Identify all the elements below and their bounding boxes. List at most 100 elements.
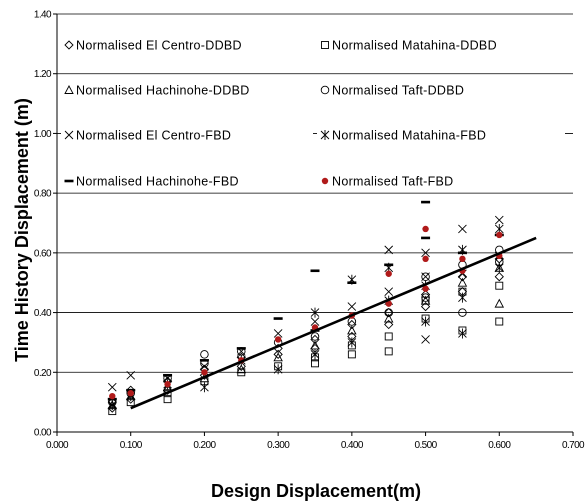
y-axis-title: Time History Displacement (m) [12,98,32,362]
point-s6-2 [163,373,173,377]
legend-marker-3 [320,85,330,95]
legend: Normalised El Centro-DDBD Normalised Mata… [61,36,565,190]
point-s5-8 [347,337,357,348]
point-s5-6 [310,349,320,360]
legend-label-6: Normalised Hachinohe-FBD [76,175,239,189]
point-s6-12 [457,251,467,255]
legend-marker-2 [64,85,74,94]
legend-item-4: Normalised El Centro-FBD [61,126,313,144]
legend-item-6: Normalised Hachinohe-FBD [61,172,313,190]
point-s4-0 [107,382,117,392]
legend-item-bg-7 [317,172,565,190]
legend-label-0: Normalised El Centro-DDBD [76,39,242,53]
x-tick-label-4: 0.400 [341,440,364,451]
legend-label-4: Normalised El Centro-FBD [76,129,231,143]
point-s3-9 [384,308,393,317]
x-tick-label-7: 0.700 [562,440,585,451]
point-s4-12 [421,248,430,258]
point-s7-12 [422,225,429,233]
point-s5-0 [107,400,117,411]
point-s1-9 [347,350,356,359]
legend-label-2: Normalised Hachinohe-DDBD [76,84,250,98]
point-s6-4 [236,347,246,350]
legend-item-7: Normalised Taft-FBD [317,172,565,190]
point-s0-13 [310,334,320,345]
point-s5-17 [494,262,504,273]
point-s4-5 [273,329,283,338]
legend-marker-5 [320,130,330,140]
point-s6-7 [310,269,320,273]
point-s5-5 [273,364,283,375]
point-s6-9 [384,263,394,267]
legend-item-bg-5 [317,126,565,144]
legend-item-3: Normalised Taft-DDBD [317,81,565,99]
legend-item-5: Normalised Matahina-FBD [317,126,565,144]
legend-item-bg-0 [61,36,313,54]
point-s3-7 [310,332,320,341]
point-s0-22 [494,272,504,282]
point-s2-9 [420,295,431,305]
point-s3-4 [200,350,209,359]
x-axis-title: Design Displacement(m) [211,481,421,501]
point-s2-4 [236,364,247,374]
trendline-line [130,236,537,410]
point-s0-21 [457,272,468,282]
point-s0-19 [420,290,431,300]
point-s1-2 [163,395,172,404]
point-s2-7 [347,325,357,335]
y-tick-label-7: 1.40 [34,10,52,21]
series-1 [108,281,504,416]
legend-item-1: Normalised Matahina-DDBD [317,36,565,54]
point-s2-5 [273,352,283,362]
point-s4-6 [310,317,320,326]
point-s7-3 [201,369,208,376]
point-s5-14 [458,328,467,339]
point-s2-8 [383,313,394,323]
legend-marker-0 [64,40,74,50]
trendline [130,236,537,410]
series-6 [107,200,504,401]
point-s4-8 [384,287,394,296]
legend-marker-6 [64,179,74,183]
y-tick-label-0: 0.00 [34,428,52,439]
legend-label-3: Normalised Taft-DDBD [332,84,464,98]
point-s2-11 [494,298,505,308]
point-s4-14 [458,224,467,234]
point-s7-8 [385,300,392,307]
point-s6-3 [199,359,209,362]
point-s3-10 [421,293,430,302]
point-s2-10 [457,277,468,287]
point-s4-9 [384,245,394,255]
legend-item-2: Normalised Hachinohe-DDBD [61,81,313,99]
legend-marker-7 [321,177,329,185]
x-tick-label-3: 0.300 [267,440,290,451]
point-s4-16 [494,215,504,225]
point-s5-7 [310,307,320,318]
y-tick-label-4: 0.80 [34,189,52,200]
y-tick-label-3: 0.60 [34,248,52,259]
legend-label-5: Normalised Matahina-FBD [332,129,486,143]
x-tick-label-1: 0.100 [120,440,143,451]
data-points [107,200,505,416]
point-s7-11 [422,255,429,263]
point-s6-11 [421,200,431,204]
point-s6-10 [421,236,431,240]
point-s0-16 [384,319,394,330]
point-s4-1 [126,370,136,380]
point-s7-16 [496,231,503,239]
point-s7-2 [164,381,171,388]
point-s0-8 [236,361,246,371]
point-s1-12 [384,332,393,341]
legend-marker-4 [64,130,74,140]
point-s5-3 [200,382,209,393]
x-tick-label-6: 0.600 [488,440,511,451]
point-s6-5 [273,317,283,320]
point-s1-18 [495,281,504,290]
legend-item-bg-4 [61,126,313,144]
point-s5-15 [458,292,467,303]
tick-labels: 0.000 0.100 0.200 0.300 0.400 0.500 0.600 0.700… [34,10,586,452]
series-2 [107,262,505,410]
point-s2-6 [310,340,320,350]
point-s7-0 [109,392,116,400]
